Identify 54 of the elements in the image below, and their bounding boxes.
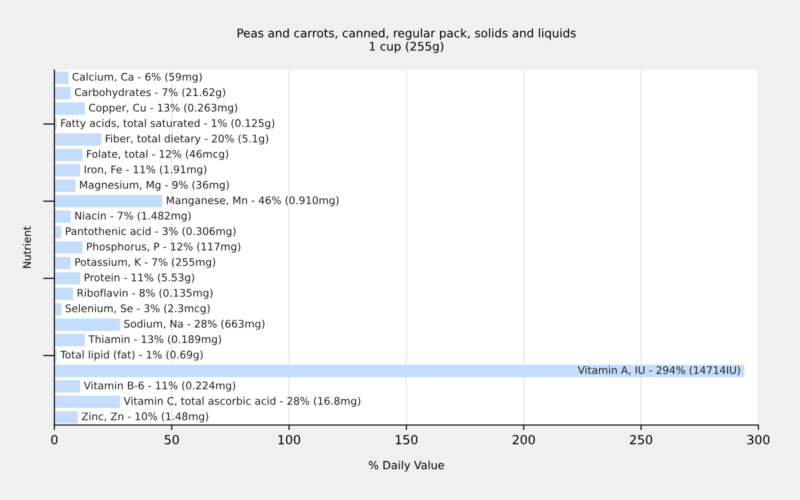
bar (54, 380, 80, 393)
x-tick-label: 50 (164, 434, 179, 444)
bar (54, 318, 120, 331)
y-tick-label: Niacin - 7% (1.482mg) (75, 212, 191, 222)
y-tick-label: Carbohydrates - 7% (21.62g) (74, 88, 226, 98)
y-tick-label: Protein - 11% (5.53g) (84, 273, 194, 284)
y-tick-label: Vitamin C, total ascorbic acid - 28% (16.8mg) (124, 396, 360, 407)
bar (54, 288, 74, 300)
bar (54, 364, 744, 378)
x-axis-title: % Daily Value (368, 460, 444, 472)
y-tick-label: Calcium, Ca - 6% (59mg) (72, 72, 202, 83)
bar (54, 210, 71, 223)
bar (54, 164, 80, 176)
bar (54, 133, 102, 146)
x-tick-label: 0 (51, 434, 58, 444)
chart-title: Peas and carrots, canned, regular pack, solids and liquids 1 cup (255g) (238, 28, 576, 54)
x-tick-label: 200 (512, 434, 535, 444)
x-tick-label: 300 (747, 434, 770, 444)
bar (54, 226, 62, 238)
y-axis-title: Nutrient (22, 226, 31, 268)
y-tick-label: Magnesium, Mg - 9% (36mg) (80, 180, 229, 191)
x-tick-label: 250 (630, 434, 652, 444)
y-tick-label: Phosphorus, P - 12% (117mg) (87, 242, 240, 253)
y-tick-label: Riboflavin - 8% (0.135mg) (78, 288, 212, 299)
y-tick-label: Fiber, total dietary - 20% (5.1g) (106, 134, 268, 144)
y-tick-label: Selenium, Se - 3% (2.3mcg) (66, 304, 210, 314)
bar (54, 195, 162, 208)
bar (54, 272, 80, 285)
bar (54, 303, 62, 316)
bar (54, 102, 85, 115)
y-tick-label: Zinc, Zn - 10% (1.48mg) (82, 412, 208, 422)
y-tick-label: Total lipid (fat) - 1% (0.69g) (60, 350, 203, 361)
y-tick-label: Thiamin - 13% (0.189mg) (88, 335, 221, 346)
bar (54, 86, 71, 100)
bar (54, 396, 120, 408)
bar (54, 411, 78, 424)
y-tick-label: Folate, total - 12% (46mcg) (87, 150, 228, 160)
y-tick-label: Vitamin B-6 - 11% (0.224mg) (84, 381, 236, 392)
bar (54, 180, 76, 192)
x-tick-label: 100 (278, 434, 300, 444)
bar (54, 256, 71, 270)
y-tick-label: Fatty acids, total saturated - 1% (0.125g) (61, 118, 274, 130)
y-tick-label: Pantothenic acid - 3% (0.306mg) (66, 227, 236, 238)
bar (54, 241, 83, 254)
y-tick-label: Iron, Fe - 11% (1.91mg) (84, 165, 206, 176)
y-tick-label: Vitamin A, IU - 294% (14714IU) (578, 366, 740, 376)
y-tick-label: Copper, Cu - 13% (0.263mg) (89, 104, 238, 114)
bar (54, 72, 68, 84)
bar (54, 334, 85, 346)
y-tick-label: Potassium, K - 7% (255mg) (75, 258, 216, 268)
bar (54, 148, 83, 162)
y-tick-label: Manganese, Mn - 46% (0.910mg) (166, 196, 339, 206)
y-tick-label: Sodium, Na - 28% (663mg) (124, 320, 264, 330)
x-tick-label: 150 (396, 434, 418, 444)
